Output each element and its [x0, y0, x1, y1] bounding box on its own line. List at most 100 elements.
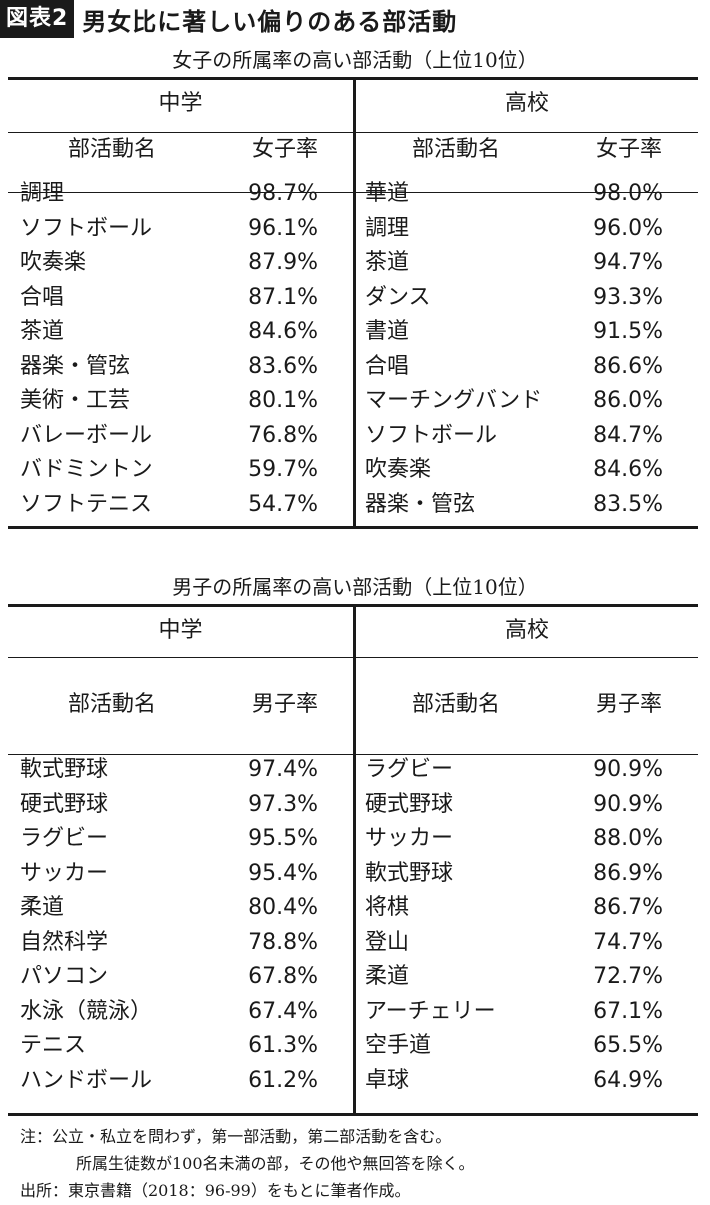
club-rate: 86.0%	[593, 388, 663, 413]
club-name: サッカー	[20, 861, 109, 886]
table-title-boys: 男子の所属率の高い部活動（上位10位）	[172, 575, 538, 599]
club-rate: 86.9%	[593, 861, 663, 886]
col-club-name: 部活動名	[412, 692, 501, 717]
club-name: ラグビー	[20, 826, 109, 851]
club-name: ソフトボール	[20, 216, 153, 241]
club-name: マーチングバンド	[365, 388, 543, 413]
club-name: 吹奏楽	[20, 250, 87, 275]
club-name: 調理	[20, 181, 65, 206]
col-rate: 男子率	[596, 692, 663, 717]
club-rate: 88.0%	[593, 826, 663, 851]
col-club-name: 部活動名	[412, 137, 501, 162]
club-rate: 64.9%	[593, 1068, 663, 1093]
table-title-girls: 女子の所属率の高い部活動（上位10位）	[172, 48, 538, 72]
club-name: アーチェリー	[365, 999, 496, 1024]
club-rate: 72.7%	[593, 964, 663, 989]
club-rate: 80.4%	[248, 895, 318, 920]
club-rate: 95.4%	[248, 861, 318, 886]
club-rate: 95.5%	[248, 826, 318, 851]
club-name: 登山	[365, 930, 410, 955]
group-middle-school: 中学	[158, 618, 203, 643]
club-name: 吹奏楽	[365, 457, 432, 482]
club-name: ソフトテニス	[20, 492, 153, 517]
club-rate: 90.9%	[593, 792, 663, 817]
club-rate: 86.6%	[593, 354, 663, 379]
club-name: 器楽・管弦	[365, 492, 476, 517]
club-name: バドミントン	[20, 457, 153, 482]
club-name: 卓球	[365, 1068, 410, 1093]
group-high-school: 高校	[504, 618, 549, 643]
club-name: 柔道	[20, 895, 65, 920]
club-rate: 67.1%	[593, 999, 663, 1024]
club-name: 合唱	[365, 354, 410, 379]
club-rate: 65.5%	[593, 1033, 663, 1058]
figure-badge: 図表2	[0, 0, 75, 38]
club-rate: 97.3%	[248, 792, 318, 817]
club-rate: 84.7%	[593, 423, 663, 448]
column-divider	[353, 604, 356, 1116]
club-rate: 96.0%	[593, 216, 663, 241]
club-name: ハンドボール	[20, 1068, 153, 1093]
club-rate: 61.2%	[248, 1068, 318, 1093]
note-line-3: 出所：東京書籍（2018：96-99）をもとに筆者作成。	[20, 1181, 411, 1200]
club-name: 美術・工芸	[20, 388, 131, 413]
club-name: 合唱	[20, 285, 65, 310]
club-name: ダンス	[365, 285, 431, 310]
club-rate: 61.3%	[248, 1033, 318, 1058]
club-rate: 97.4%	[248, 757, 318, 782]
club-rate: 94.7%	[593, 250, 663, 275]
club-name: 華道	[365, 181, 410, 206]
figure-title: 男女比に著しい偏りのある部活動	[82, 7, 458, 36]
col-club-name: 部活動名	[68, 137, 157, 162]
club-rate: 78.8%	[248, 930, 318, 955]
note-line-1: 注：公立・私立を問わず，第一部活動，第二部活動を含む。	[20, 1127, 452, 1146]
club-name: ラグビー	[365, 757, 454, 782]
col-rate: 女子率	[252, 137, 319, 162]
club-name: 器楽・管弦	[20, 354, 131, 379]
club-rate: 74.7%	[593, 930, 663, 955]
club-rate: 59.7%	[248, 457, 318, 482]
club-name: パソコン	[20, 964, 109, 989]
club-rate: 96.1%	[248, 216, 318, 241]
figure-header: 図表2 男女比に著しい偏りのある部活動	[0, 0, 457, 38]
club-name: 硬式野球	[365, 792, 454, 817]
club-name: 茶道	[365, 250, 410, 275]
column-divider	[353, 77, 356, 529]
club-name: 茶道	[20, 319, 65, 344]
club-name: テニス	[20, 1033, 87, 1058]
club-name: サッカー	[365, 826, 454, 851]
club-name: バレーボール	[20, 423, 153, 448]
club-name: 調理	[365, 216, 410, 241]
club-name: ソフトボール	[365, 423, 498, 448]
group-high-school: 高校	[504, 91, 549, 116]
club-name: 自然科学	[20, 930, 109, 955]
col-rate: 男子率	[252, 692, 319, 717]
club-rate: 93.3%	[593, 285, 663, 310]
table-girls: 中学 高校 部活動名 女子率 部活動名 女子率 調理 98.7% ソフトボール 96.1% 吹奏楽 8…	[8, 77, 698, 529]
notes: 注：公立・私立を問わず，第一部活動，第二部活動を含む。 所属生徒数が100名未満…	[20, 1123, 475, 1204]
club-rate: 67.8%	[248, 964, 318, 989]
club-name: 空手道	[365, 1033, 432, 1058]
club-rate: 84.6%	[248, 319, 318, 344]
club-name: 硬式野球	[20, 792, 109, 817]
club-rate: 87.1%	[248, 285, 318, 310]
club-rate: 86.7%	[593, 895, 663, 920]
club-name: 書道	[365, 319, 410, 344]
club-rate: 91.5%	[593, 319, 663, 344]
club-rate: 83.6%	[248, 354, 318, 379]
club-rate: 76.8%	[248, 423, 318, 448]
club-rate: 98.0%	[593, 181, 663, 206]
club-rate: 67.4%	[248, 999, 318, 1024]
club-name: 柔道	[365, 964, 410, 989]
club-rate: 87.9%	[248, 250, 318, 275]
club-name: 軟式野球	[365, 861, 454, 886]
club-rate: 90.9%	[593, 757, 663, 782]
table-boys: 中学 高校部活動名 男子率 部活動名 男子率軟式野球 97.4% 硬式野球 97.3% ラグビー…	[8, 604, 698, 1116]
note-line-2: 所属生徒数が100名未満の部，その他や無回答を除く。	[76, 1154, 475, 1173]
club-rate: 98.7%	[248, 181, 318, 206]
col-rate: 女子率	[596, 137, 663, 162]
club-name: 軟式野球	[20, 757, 109, 782]
col-club-name: 部活動名	[68, 692, 157, 717]
club-rate: 54.7%	[248, 492, 318, 517]
club-rate: 83.5%	[593, 492, 663, 517]
